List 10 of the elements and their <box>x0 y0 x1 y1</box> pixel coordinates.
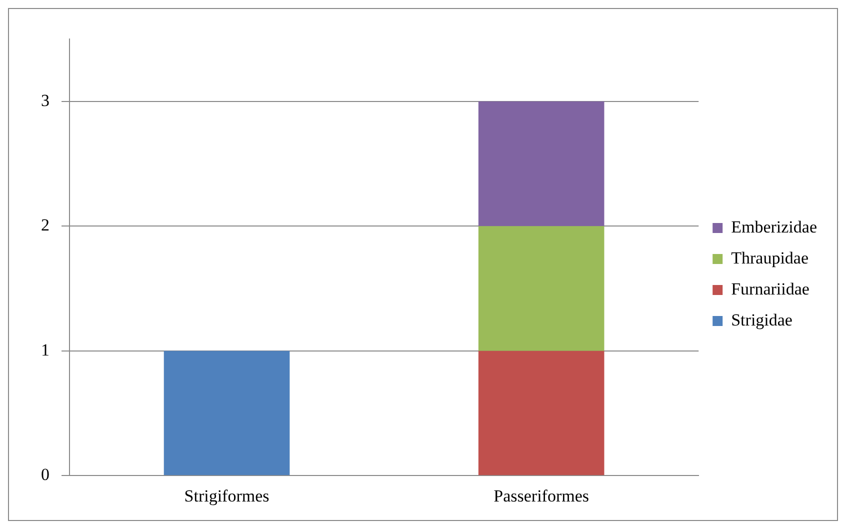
x-tick-label: Strigiformes <box>184 486 270 506</box>
y-tick-label: 0 <box>41 465 50 484</box>
y-tick-label: 3 <box>41 90 50 110</box>
y-tick-label: 1 <box>41 340 50 360</box>
legend-label: Furnariidae <box>731 279 810 298</box>
legend-label: Strigidae <box>731 310 792 330</box>
legend-label: Thraupidae <box>731 248 809 268</box>
y-tick-label: 2 <box>41 216 50 235</box>
legend-label: Emberizidae <box>731 217 818 236</box>
x-tick-label: Passeriformes <box>494 486 590 506</box>
